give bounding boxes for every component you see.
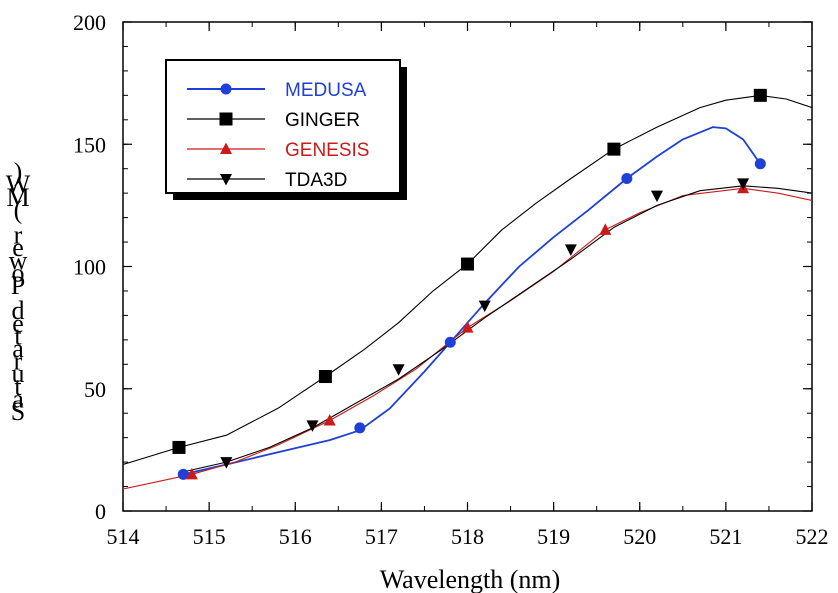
data-point-ginger [607,142,621,156]
legend-label-tda3d: TDA3D [285,170,347,191]
data-point-ginger [318,370,332,384]
axis-ticks [122,21,813,512]
series-line-ginger [123,94,812,466]
legend-marker-ginger [219,112,233,126]
x-tick-label: 515 [193,524,226,549]
legend-marker-medusa [220,83,232,95]
y-tick-label: 0 [95,499,106,524]
legend-label-genesis: GENESIS [285,140,369,161]
data-point-genesis [323,414,336,426]
series-markers [172,88,767,480]
y-axis-title-char: a [12,384,24,413]
y-axis-title-char: S [11,397,25,426]
y-axis-title-char: r [14,221,23,250]
data-point-tda3d [564,244,577,256]
y-axis-title-char: ( [14,195,23,224]
data-point-medusa [354,422,366,434]
data-point-genesis [461,321,474,333]
y-axis-title-char: r [14,347,23,376]
data-point-tda3d [478,300,491,313]
data-point-medusa [444,336,456,348]
y-tick-label: 100 [73,255,106,280]
y-axis-title-char: P [11,271,25,300]
y-axis-title-char: t [14,321,22,350]
data-point-genesis [185,467,198,480]
y-tick-labels: 0 50 100 150 200 [73,10,106,524]
data-point-tda3d [306,420,319,432]
series-line-medusa [183,126,762,476]
data-point-medusa [754,158,766,170]
x-tick-label: 516 [279,524,312,549]
data-point-medusa [621,172,633,184]
data-point-genesis [599,223,612,235]
legend-marker-genesis [220,142,232,154]
legend-box [165,59,401,194]
x-tick-label: 521 [709,524,742,549]
y-tick-label: 150 [73,132,106,157]
legend-label-ginger: GINGER [285,110,360,131]
x-tick-label: 519 [537,524,570,549]
legend-label-medusa: MEDUSA [285,80,367,101]
y-tick-label: 50 [84,377,106,402]
y-axis-title-char: t [14,372,22,401]
series-line-genesis [123,187,812,490]
x-tick-label: 514 [107,524,140,549]
x-tick-label: 522 [796,524,829,549]
x-tick-label: 520 [623,524,656,549]
y-tick-label: 200 [73,10,106,35]
data-point-tda3d [650,190,663,203]
y-axis-title-char: d [12,296,25,325]
y-axis-title-char: ) [14,158,23,187]
x-tick-labels: 514 515 516 517 518 519 520 521 522 [107,524,829,549]
y-axis-title-char: w [9,246,28,275]
series-line-tda3d [183,185,812,473]
y-axis-title-char: a [12,334,24,363]
x-tick-label: 518 [451,524,484,549]
data-point-ginger [753,88,767,102]
y-axis-title-char: W [6,170,31,199]
y-axis-title-char: o [12,258,25,287]
x-tick-label: 517 [365,524,398,549]
data-point-ginger [172,440,186,454]
data-point-tda3d [737,178,750,190]
y-axis-title-char: e [12,309,24,338]
y-axis-title-char: e [12,233,24,262]
data-point-ginger [461,257,474,271]
legend: MEDUSA GINGER GENESIS TDA3D [165,59,407,200]
data-point-medusa [177,468,189,480]
legend-marker-tda3d [220,174,232,186]
x-axis-title: Wavelength (nm) [380,565,561,593]
series-lines [123,94,812,490]
y-axis-title-char: u [12,359,25,388]
data-point-tda3d [392,364,405,376]
data-point-tda3d [220,457,233,469]
y-axis-title-char: M [6,183,29,212]
